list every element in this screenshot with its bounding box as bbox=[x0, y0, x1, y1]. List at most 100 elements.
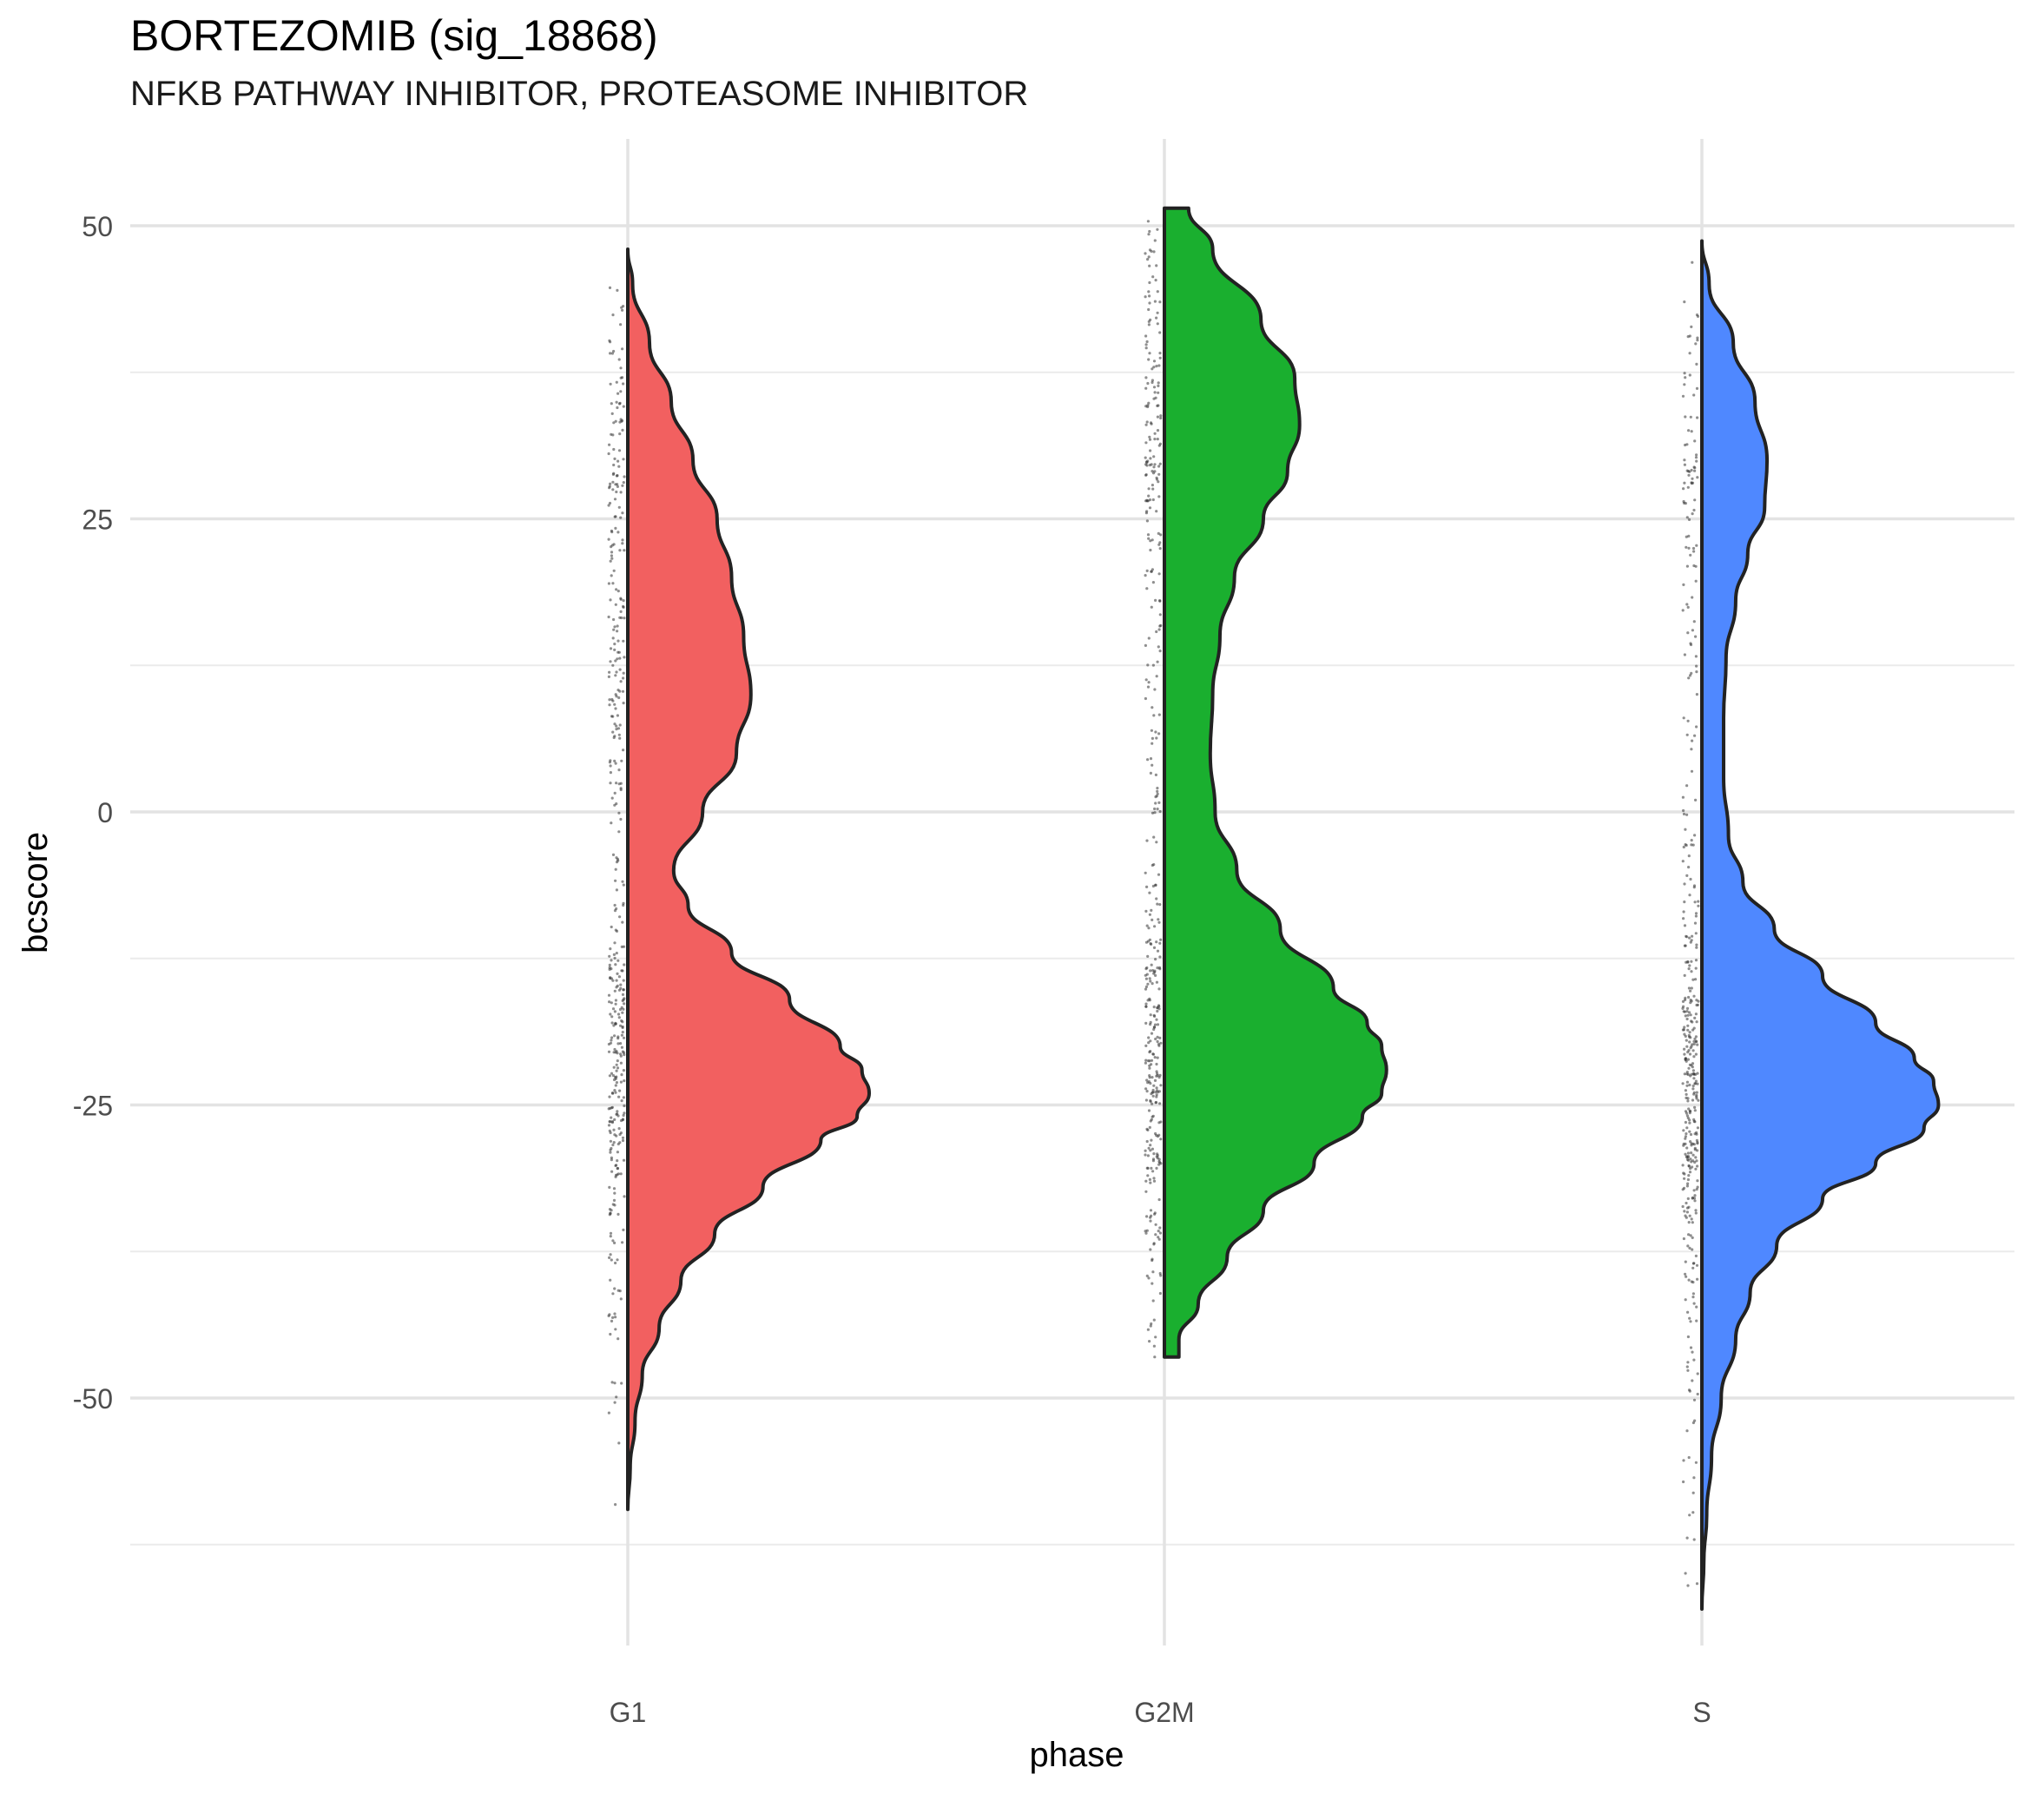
data-point bbox=[609, 382, 612, 386]
data-point bbox=[1692, 1039, 1696, 1043]
data-point bbox=[1158, 547, 1162, 551]
data-point bbox=[1151, 487, 1155, 491]
data-point bbox=[1155, 1074, 1158, 1078]
data-point bbox=[1689, 989, 1692, 993]
data-point bbox=[615, 856, 618, 860]
data-point bbox=[621, 428, 624, 432]
data-point bbox=[622, 1228, 625, 1231]
data-point bbox=[616, 1173, 619, 1177]
data-point bbox=[1690, 939, 1693, 942]
data-point bbox=[622, 671, 625, 675]
data-point bbox=[1681, 999, 1685, 1003]
data-point bbox=[1688, 1118, 1691, 1122]
chart-subtitle: NFKB PATHWAY INHIBITOR, PROTEASOME INHIB… bbox=[130, 75, 1029, 113]
data-point bbox=[1157, 918, 1160, 921]
data-point bbox=[611, 1074, 616, 1078]
data-point bbox=[1158, 1271, 1162, 1276]
data-point bbox=[1152, 366, 1156, 369]
data-point bbox=[616, 1012, 621, 1016]
data-point bbox=[619, 390, 623, 393]
data-point bbox=[1155, 1166, 1158, 1170]
data-point bbox=[1153, 300, 1157, 303]
data-point bbox=[611, 1143, 615, 1147]
data-point bbox=[1144, 295, 1147, 299]
data-point bbox=[1151, 367, 1154, 371]
data-point bbox=[611, 1292, 615, 1296]
data-point bbox=[1691, 1072, 1695, 1075]
data-point bbox=[617, 402, 622, 406]
data-point bbox=[1696, 1082, 1699, 1085]
data-point bbox=[610, 1001, 613, 1005]
data-point bbox=[1682, 1171, 1685, 1175]
x-axis-title: phase bbox=[1030, 1736, 1124, 1774]
data-point bbox=[1689, 1158, 1692, 1161]
data-point bbox=[618, 736, 622, 740]
data-point bbox=[620, 1006, 623, 1009]
data-point bbox=[1682, 917, 1685, 920]
data-point bbox=[1154, 730, 1157, 734]
data-point bbox=[1689, 1320, 1692, 1323]
data-point bbox=[1690, 430, 1693, 433]
data-point bbox=[610, 432, 613, 436]
data-point bbox=[618, 1132, 622, 1137]
data-point bbox=[1687, 1164, 1691, 1168]
data-point bbox=[1148, 1066, 1151, 1070]
data-point bbox=[1683, 653, 1686, 656]
data-point bbox=[1155, 675, 1158, 678]
data-point bbox=[1682, 716, 1685, 720]
data-point bbox=[1144, 985, 1149, 988]
data-point bbox=[616, 590, 620, 593]
data-point bbox=[1157, 1163, 1161, 1166]
data-point bbox=[1155, 510, 1158, 513]
data-point bbox=[608, 954, 611, 958]
data-point bbox=[611, 1092, 615, 1095]
data-point bbox=[1144, 678, 1148, 682]
data-point bbox=[611, 480, 615, 484]
data-point bbox=[1157, 381, 1160, 385]
data-point bbox=[617, 505, 621, 509]
data-point bbox=[1144, 1021, 1148, 1025]
data-point bbox=[1687, 866, 1691, 869]
data-point bbox=[1156, 787, 1159, 790]
data-point bbox=[609, 1278, 612, 1282]
data-point bbox=[1683, 481, 1686, 485]
data-point bbox=[616, 459, 620, 463]
data-point bbox=[622, 749, 625, 752]
data-point bbox=[1144, 1059, 1148, 1062]
data-point bbox=[1692, 994, 1696, 998]
data-point bbox=[1688, 1011, 1691, 1014]
data-point bbox=[1156, 429, 1160, 432]
data-point bbox=[1692, 1358, 1696, 1362]
data-point bbox=[1683, 973, 1686, 977]
data-point bbox=[1695, 453, 1698, 457]
data-point bbox=[1688, 352, 1691, 355]
data-point bbox=[1686, 485, 1690, 489]
data-point bbox=[611, 1239, 615, 1243]
data-point bbox=[614, 1084, 617, 1087]
data-point bbox=[1681, 1188, 1685, 1191]
data-point bbox=[1688, 1316, 1691, 1320]
data-point bbox=[1148, 264, 1151, 267]
data-point bbox=[1690, 970, 1693, 973]
data-point bbox=[1685, 1146, 1689, 1150]
data-point bbox=[1153, 1014, 1157, 1018]
data-point bbox=[1685, 603, 1689, 606]
data-point bbox=[1155, 1155, 1158, 1158]
data-point bbox=[1691, 1421, 1695, 1425]
data-point bbox=[1693, 1037, 1697, 1040]
data-point bbox=[1690, 960, 1693, 963]
data-point bbox=[616, 1212, 620, 1216]
data-point bbox=[610, 531, 614, 534]
data-point bbox=[1155, 1070, 1158, 1073]
data-point bbox=[622, 1069, 626, 1072]
data-point bbox=[1682, 812, 1686, 816]
data-point bbox=[1144, 643, 1147, 648]
data-point bbox=[618, 668, 622, 671]
data-point bbox=[1684, 1089, 1687, 1092]
data-point bbox=[1144, 1061, 1147, 1065]
data-point bbox=[1683, 1032, 1686, 1036]
data-point bbox=[1694, 1040, 1698, 1044]
data-point bbox=[1149, 1013, 1152, 1017]
data-point bbox=[1694, 912, 1698, 915]
data-point bbox=[607, 1124, 611, 1127]
